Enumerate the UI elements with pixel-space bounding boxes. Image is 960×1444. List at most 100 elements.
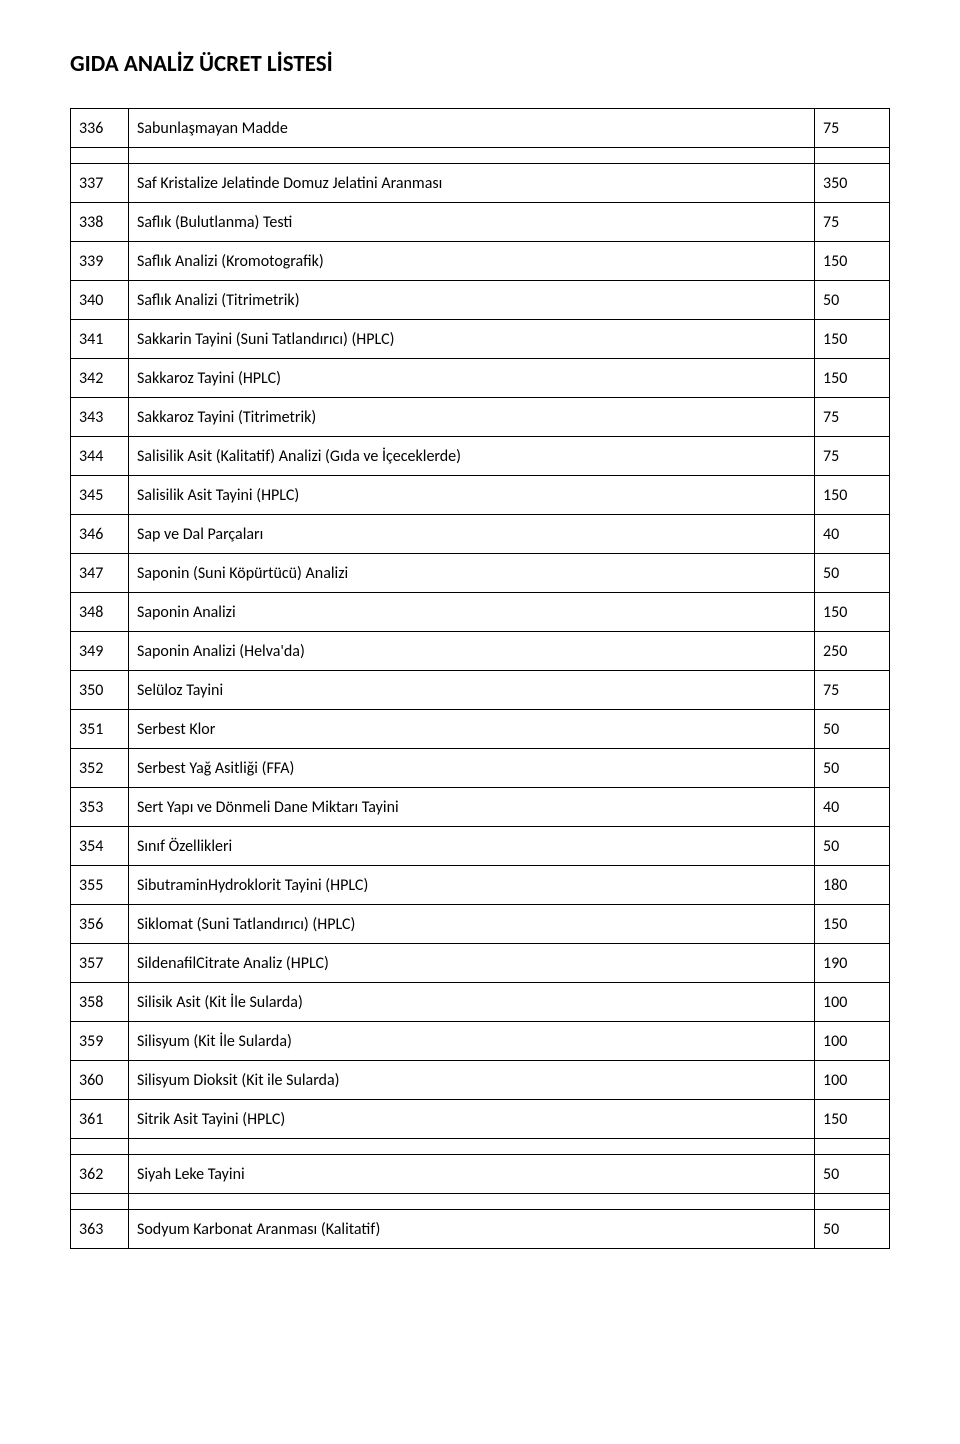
table-row: 358Silisik Asit (Kit İle Sularda)100 (71, 983, 890, 1022)
table-row: 342Sakkaroz Tayini (HPLC)150 (71, 359, 890, 398)
row-id: 340 (71, 281, 129, 320)
row-price: 75 (815, 437, 890, 476)
table-row: 348Saponin Analizi150 (71, 593, 890, 632)
row-id: 358 (71, 983, 129, 1022)
row-id: 363 (71, 1210, 129, 1249)
table-row: 352Serbest Yağ Asitliği (FFA)50 (71, 749, 890, 788)
row-name: Sap ve Dal Parçaları (129, 515, 815, 554)
table-row: 350Selüloz Tayini75 (71, 671, 890, 710)
row-name: Silisyum Dioksit (Kit ile Sularda) (129, 1061, 815, 1100)
table-row: 346Sap ve Dal Parçaları40 (71, 515, 890, 554)
row-name: Sodyum Karbonat Aranması (Kalitatif) (129, 1210, 815, 1249)
row-id: 339 (71, 242, 129, 281)
row-id: 362 (71, 1155, 129, 1194)
table-row: 363Sodyum Karbonat Aranması (Kalitatif)5… (71, 1210, 890, 1249)
row-price: 150 (815, 1100, 890, 1139)
row-id: 350 (71, 671, 129, 710)
row-id: 359 (71, 1022, 129, 1061)
table-row: 341Sakkarin Tayini (Suni Tatlandırıcı) (… (71, 320, 890, 359)
row-name: Serbest Yağ Asitliği (FFA) (129, 749, 815, 788)
row-id: 338 (71, 203, 129, 242)
row-price: 50 (815, 1210, 890, 1249)
spacer-cell (71, 148, 129, 164)
row-name: Saponin Analizi (Helva'da) (129, 632, 815, 671)
row-price: 150 (815, 476, 890, 515)
spacer-cell (71, 1139, 129, 1155)
row-id: 356 (71, 905, 129, 944)
spacer-cell (129, 148, 815, 164)
table-row: 349Saponin Analizi (Helva'da)250 (71, 632, 890, 671)
row-price: 75 (815, 203, 890, 242)
row-name: Salisilik Asit Tayini (HPLC) (129, 476, 815, 515)
row-price: 150 (815, 359, 890, 398)
row-price: 40 (815, 515, 890, 554)
row-price: 100 (815, 1061, 890, 1100)
row-name: Sınıf Özellikleri (129, 827, 815, 866)
row-id: 360 (71, 1061, 129, 1100)
row-id: 357 (71, 944, 129, 983)
price-table-body: 336Sabunlaşmayan Madde75337Saf Kristaliz… (71, 109, 890, 1249)
row-price: 50 (815, 1155, 890, 1194)
row-name: Saflık Analizi (Titrimetrik) (129, 281, 815, 320)
row-price: 50 (815, 827, 890, 866)
row-name: Serbest Klor (129, 710, 815, 749)
table-row: 337Saf Kristalize Jelatinde Domuz Jelati… (71, 164, 890, 203)
row-id: 348 (71, 593, 129, 632)
row-name: Saf Kristalize Jelatinde Domuz Jelatini … (129, 164, 815, 203)
spacer-cell (129, 1139, 815, 1155)
spacer-row (71, 1194, 890, 1210)
row-id: 354 (71, 827, 129, 866)
table-row: 347Saponin (Suni Köpürtücü) Analizi50 (71, 554, 890, 593)
row-price: 50 (815, 554, 890, 593)
row-name: Sakkarin Tayini (Suni Tatlandırıcı) (HPL… (129, 320, 815, 359)
row-name: SildenafilCitrate Analiz (HPLC) (129, 944, 815, 983)
spacer-row (71, 148, 890, 164)
row-price: 150 (815, 242, 890, 281)
row-id: 353 (71, 788, 129, 827)
row-id: 337 (71, 164, 129, 203)
row-id: 349 (71, 632, 129, 671)
row-name: Sabunlaşmayan Madde (129, 109, 815, 148)
row-id: 341 (71, 320, 129, 359)
row-name: Sitrik Asit Tayini (HPLC) (129, 1100, 815, 1139)
table-row: 339Saflık Analizi (Kromotografik)150 (71, 242, 890, 281)
row-price: 190 (815, 944, 890, 983)
row-price: 50 (815, 710, 890, 749)
price-table: 336Sabunlaşmayan Madde75337Saf Kristaliz… (70, 108, 890, 1249)
table-row: 343Sakkaroz Tayini (Titrimetrik)75 (71, 398, 890, 437)
row-name: Saponin (Suni Köpürtücü) Analizi (129, 554, 815, 593)
row-name: Sert Yapı ve Dönmeli Dane Miktarı Tayini (129, 788, 815, 827)
row-id: 336 (71, 109, 129, 148)
row-name: Sakkaroz Tayini (Titrimetrik) (129, 398, 815, 437)
row-id: 355 (71, 866, 129, 905)
row-name: Silisyum (Kit İle Sularda) (129, 1022, 815, 1061)
row-name: Saflık Analizi (Kromotografik) (129, 242, 815, 281)
row-price: 75 (815, 671, 890, 710)
table-row: 359Silisyum (Kit İle Sularda)100 (71, 1022, 890, 1061)
row-price: 150 (815, 593, 890, 632)
table-row: 351Serbest Klor50 (71, 710, 890, 749)
row-id: 342 (71, 359, 129, 398)
row-id: 361 (71, 1100, 129, 1139)
row-id: 345 (71, 476, 129, 515)
row-price: 100 (815, 983, 890, 1022)
spacer-cell (129, 1194, 815, 1210)
row-name: Saponin Analizi (129, 593, 815, 632)
table-row: 344Salisilik Asit (Kalitatif) Analizi (G… (71, 437, 890, 476)
row-name: SibutraminHydroklorit Tayini (HPLC) (129, 866, 815, 905)
table-row: 354Sınıf Özellikleri50 (71, 827, 890, 866)
row-price: 150 (815, 905, 890, 944)
spacer-cell (815, 1139, 890, 1155)
row-name: Saflık (Bulutlanma) Testi (129, 203, 815, 242)
row-id: 352 (71, 749, 129, 788)
table-row: 356Siklomat (Suni Tatlandırıcı) (HPLC)15… (71, 905, 890, 944)
table-row: 353Sert Yapı ve Dönmeli Dane Miktarı Tay… (71, 788, 890, 827)
table-row: 361Sitrik Asit Tayini (HPLC)150 (71, 1100, 890, 1139)
row-name: Silisik Asit (Kit İle Sularda) (129, 983, 815, 1022)
row-price: 350 (815, 164, 890, 203)
row-id: 343 (71, 398, 129, 437)
spacer-cell (815, 148, 890, 164)
table-row: 345Salisilik Asit Tayini (HPLC)150 (71, 476, 890, 515)
page-title: GIDA ANALİZ ÜCRET LİSTESİ (70, 50, 890, 78)
row-name: Selüloz Tayini (129, 671, 815, 710)
